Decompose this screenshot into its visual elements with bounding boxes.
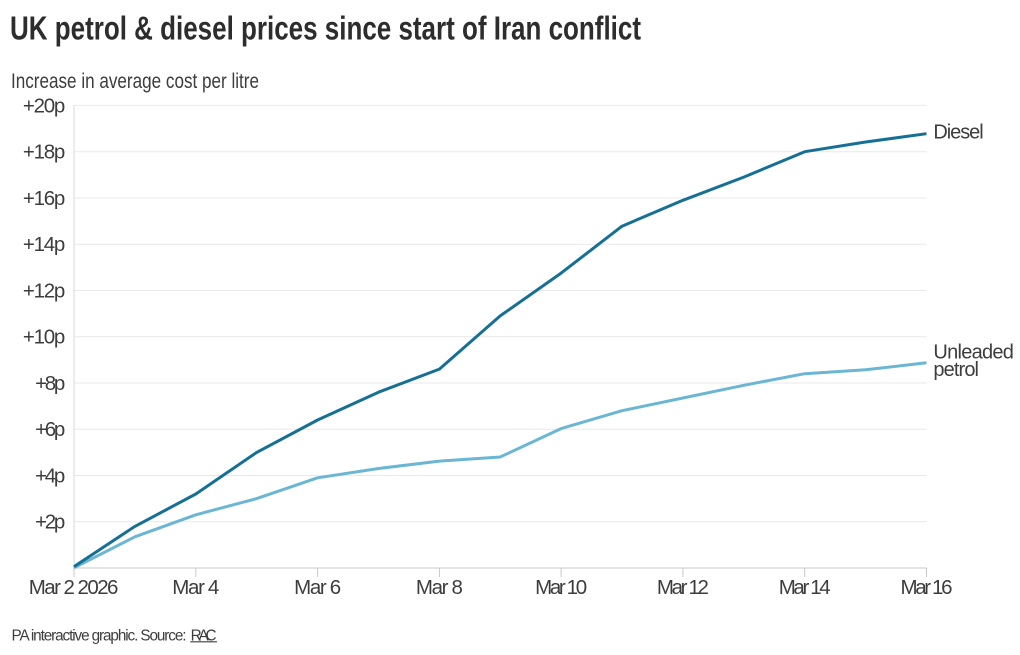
svg-text:Mar 6: Mar 6: [294, 576, 341, 599]
svg-text:Mar 10: Mar 10: [535, 576, 587, 599]
svg-text:+12p: +12p: [23, 280, 65, 303]
svg-text:+8p: +8p: [35, 372, 65, 395]
svg-text:+14p: +14p: [23, 233, 65, 256]
svg-text:+10p: +10p: [23, 326, 65, 349]
svg-text:Mar 16: Mar 16: [901, 576, 953, 599]
svg-text:+18p: +18p: [23, 141, 65, 164]
svg-text:PA interactive graphic. Source: PA interactive graphic. Source:: [12, 627, 187, 644]
svg-text:Increase in average cost per l: Increase in average cost per litre: [11, 70, 259, 93]
svg-text:Unleaded: Unleaded: [933, 342, 1014, 364]
svg-text:+20p: +20p: [23, 94, 65, 117]
svg-text:Mar 2 2026: Mar 2 2026: [29, 576, 119, 599]
svg-text:Mar 12: Mar 12: [657, 576, 709, 599]
svg-text:Mar 14: Mar 14: [779, 576, 831, 599]
svg-text:Diesel: Diesel: [933, 122, 983, 144]
svg-text:+4p: +4p: [35, 465, 65, 488]
svg-text:+16p: +16p: [23, 187, 65, 210]
svg-text:Mar 8: Mar 8: [416, 576, 463, 599]
svg-text:UK petrol & diesel prices sinc: UK petrol & diesel prices since start of…: [10, 10, 641, 47]
svg-text:+2p: +2p: [35, 511, 65, 534]
svg-text:petrol: petrol: [933, 359, 979, 381]
svg-text:RAC: RAC: [191, 627, 217, 644]
svg-text:Mar 4: Mar 4: [172, 576, 219, 599]
svg-text:+6p: +6p: [35, 418, 65, 441]
